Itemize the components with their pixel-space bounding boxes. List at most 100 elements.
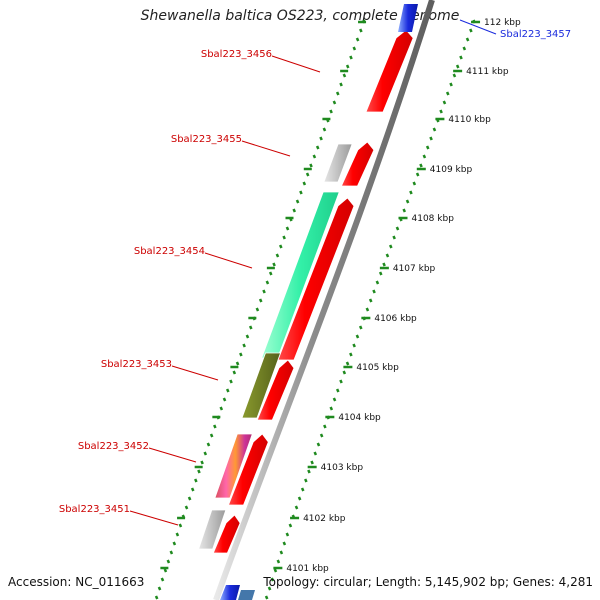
tick-dot xyxy=(335,388,340,393)
tick-dot xyxy=(392,235,396,240)
tick-dot xyxy=(239,352,243,357)
tick-dot xyxy=(242,343,246,348)
topology-text: Topology: circular; Length: 5,145,902 bp… xyxy=(263,575,593,589)
gene-3451-forward[interactable] xyxy=(212,514,241,554)
leader-line xyxy=(241,140,291,157)
tick-dot xyxy=(169,550,174,555)
tick-dot xyxy=(270,577,275,582)
tick-dot xyxy=(300,487,305,492)
gene-3453-forward[interactable] xyxy=(256,359,295,421)
tick-dot xyxy=(368,298,373,303)
tick-dot xyxy=(307,469,311,474)
leader-line xyxy=(204,252,253,269)
tick-dot xyxy=(429,136,433,141)
tick-dot xyxy=(372,289,376,294)
tick-dot xyxy=(258,298,263,303)
tick-dot xyxy=(312,154,317,159)
tick-dot xyxy=(163,568,168,573)
tick-dot xyxy=(339,82,343,87)
tick-dot xyxy=(166,559,171,564)
gene-bottom-steel[interactable] xyxy=(238,590,255,600)
tick-dot xyxy=(365,307,370,312)
gene-label-sbal223_3457[interactable]: Sbal223_3457 xyxy=(500,29,571,40)
leader-line xyxy=(129,510,179,526)
tick-dot xyxy=(187,496,192,501)
tick-dot xyxy=(309,163,313,168)
tick-label: 4107 kbp xyxy=(393,264,436,274)
leader-line xyxy=(459,19,497,35)
tick-dot xyxy=(388,244,393,249)
tick-dot xyxy=(375,280,380,285)
tick-dot xyxy=(329,406,334,411)
backbone-line xyxy=(213,0,435,600)
tick-dot xyxy=(405,199,410,204)
tick-label: 4102 kbp xyxy=(303,514,346,524)
gene-3456-forward[interactable] xyxy=(365,29,414,113)
tick-dot xyxy=(395,226,400,231)
tick-label: 4108 kbp xyxy=(412,214,455,224)
tick-dot xyxy=(190,487,195,492)
tick-dot xyxy=(385,253,390,258)
tick-dot xyxy=(329,109,333,114)
gene-labels: Sbal223_3457 Sbal223_3456 Sbal223_3455 Sbal… xyxy=(59,29,571,515)
tick-dot xyxy=(382,262,386,267)
tick-dot xyxy=(415,172,420,177)
tick-label: 4103 kbp xyxy=(321,463,364,473)
tick-dot xyxy=(285,532,290,537)
tick-dot xyxy=(178,523,183,528)
tick-dot xyxy=(297,496,302,501)
tick-dot xyxy=(248,325,253,330)
tick-dot xyxy=(425,145,430,150)
gene-3455-pseudo[interactable] xyxy=(323,143,353,183)
tick-dot xyxy=(319,136,323,141)
tick-dot xyxy=(197,469,201,474)
tick-dot xyxy=(264,595,269,600)
tick-dot xyxy=(154,595,159,600)
tick-dot xyxy=(455,64,460,69)
tick-dot xyxy=(310,460,314,465)
gene-3451-pseudo[interactable] xyxy=(198,509,227,550)
tick-dot xyxy=(313,451,318,456)
gene-label-sbal223_3456[interactable]: Sbal223_3456 xyxy=(201,49,272,60)
tick-dot xyxy=(262,289,266,294)
leader-line xyxy=(148,447,197,463)
gene-label-sbal223_3453[interactable]: Sbal223_3453 xyxy=(101,359,172,370)
tick-dot xyxy=(232,370,237,375)
tick-dot xyxy=(200,460,204,465)
tick-dot xyxy=(319,433,324,438)
gene-label-sbal223_3451[interactable]: Sbal223_3451 xyxy=(59,504,130,515)
gene-3452-multi[interactable] xyxy=(214,433,253,499)
tick-label: 4101 kbp xyxy=(286,564,329,574)
tick-dot xyxy=(235,361,240,366)
tick-dot xyxy=(316,442,321,447)
tick-dot xyxy=(445,91,450,96)
tick-dot xyxy=(342,370,347,375)
gene-label-sbal223_3452[interactable]: Sbal223_3452 xyxy=(78,441,149,452)
gene-label-sbal223_3454[interactable]: Sbal223_3454 xyxy=(134,246,205,257)
gene-label-sbal223_3455[interactable]: Sbal223_3455 xyxy=(171,134,242,145)
tick-dot xyxy=(323,424,327,429)
tick-dot xyxy=(378,271,383,276)
tick-dot xyxy=(335,91,340,96)
tick-dot xyxy=(355,37,360,42)
tick-label: 4104 kbp xyxy=(338,413,381,423)
gene-3455-forward[interactable] xyxy=(340,141,375,187)
tick-dot xyxy=(245,334,250,339)
tick-dot xyxy=(209,433,214,438)
gene-bottom-blue[interactable] xyxy=(220,585,240,600)
tick-dot xyxy=(432,127,437,132)
tick-dot xyxy=(229,379,233,384)
tick-dot xyxy=(203,451,208,456)
tick-dot xyxy=(358,325,363,330)
gene-3453-olive[interactable] xyxy=(241,352,282,419)
gene-3452-forward[interactable] xyxy=(227,433,269,506)
gene-3454-forward[interactable] xyxy=(277,197,355,361)
tick-dot xyxy=(278,244,283,249)
tick-label: 4106 kbp xyxy=(374,314,417,324)
gene-3457[interactable] xyxy=(398,4,418,32)
tick-dot xyxy=(315,145,320,150)
tick-dot xyxy=(345,64,350,69)
tick-dot xyxy=(349,55,353,60)
tick-dot xyxy=(352,46,357,51)
